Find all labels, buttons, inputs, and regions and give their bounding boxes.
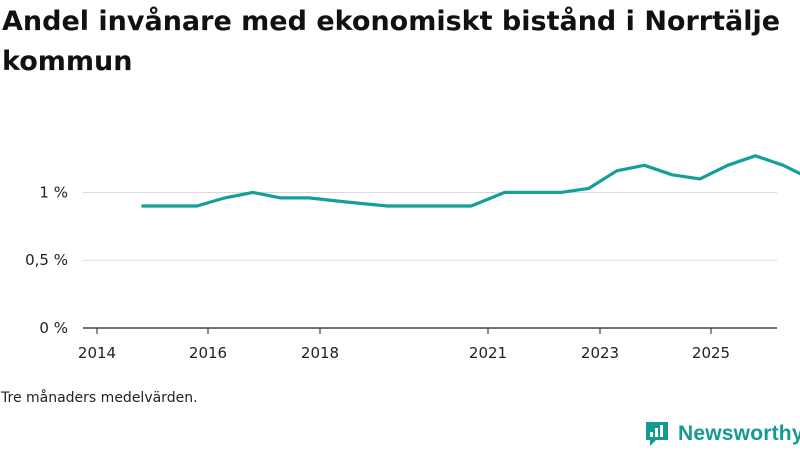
y-tick-label-0: 0 % [39, 319, 68, 337]
chart-note: Tre månaders medelvärden. [1, 390, 198, 406]
x-tick-label-4: 2023 [581, 344, 619, 362]
y-tick-label-1: 0,5 % [25, 251, 68, 269]
x-tick-label-3: 2021 [469, 344, 507, 362]
y-tick-label-2: 1 % [39, 183, 68, 201]
x-tick-label-5: 2025 [692, 344, 730, 362]
newsworthy-logo-icon [646, 422, 668, 446]
chart-title: Andel invånare med ekonomiskt bistånd i … [2, 6, 781, 77]
series-line-0 [141, 154, 800, 208]
gridlines [83, 191, 777, 261]
series-lines [141, 154, 800, 208]
x-axis-ticks: 2014 2016 2018 2021 2023 2025 [78, 328, 730, 362]
y-axis-ticks: 0 % 0,5 % 1 % [25, 183, 68, 337]
newsworthy-wordmark: Newsworthy [678, 422, 800, 445]
x-tick-label-1: 2016 [189, 344, 227, 362]
newsworthy-logo[interactable]: Newsworthy [644, 419, 800, 449]
x-tick-label-0: 2014 [78, 344, 116, 362]
x-tick-label-2: 2018 [301, 344, 339, 362]
